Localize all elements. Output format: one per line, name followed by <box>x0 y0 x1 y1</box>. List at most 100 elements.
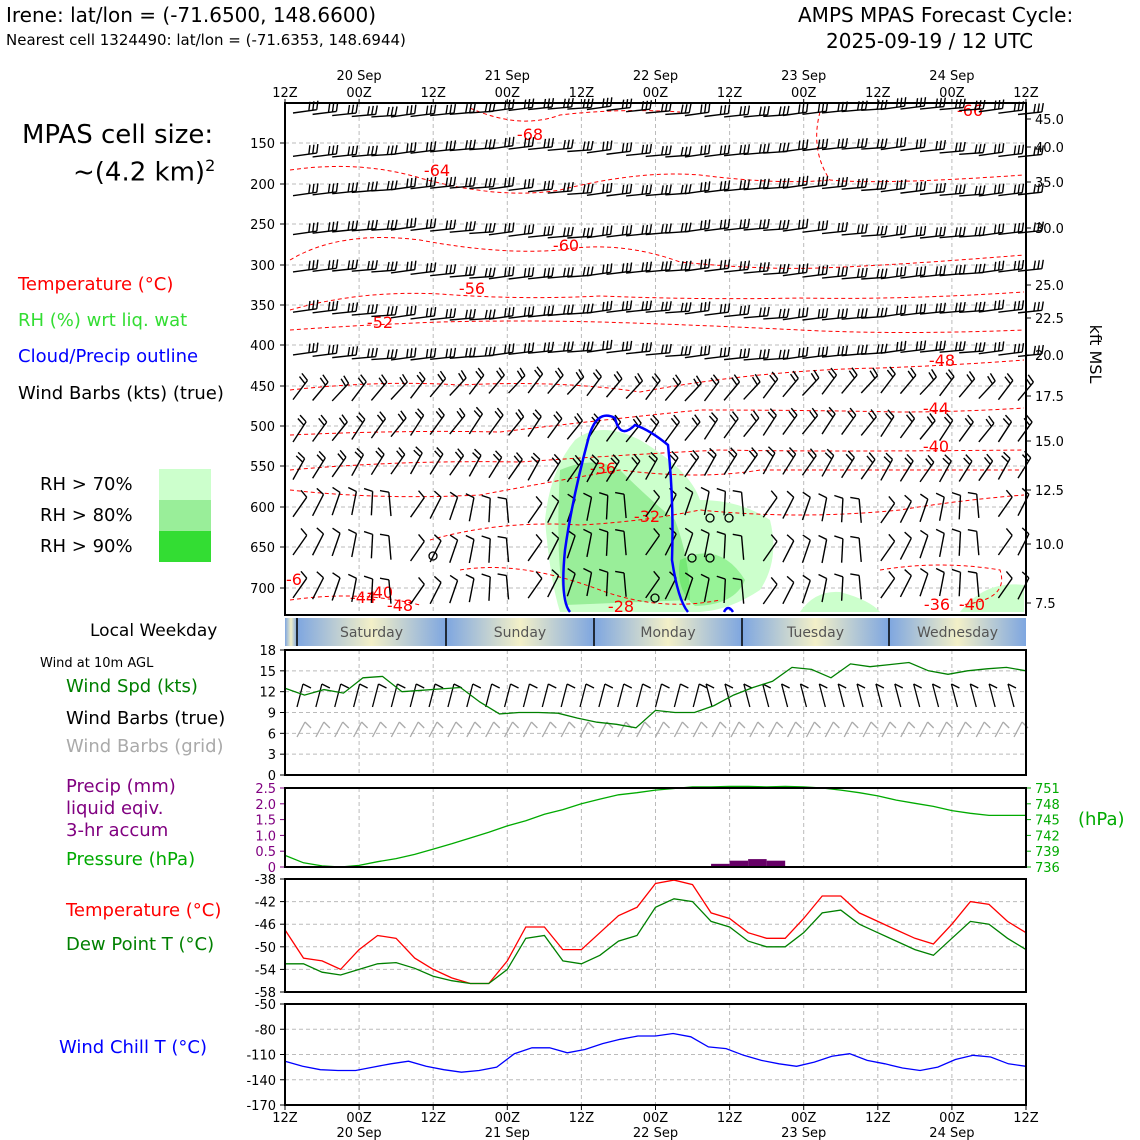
upper-wind-barb <box>840 498 844 523</box>
upper-wind-barb-feather <box>727 259 731 269</box>
upper-wind-barb-feather <box>864 344 868 354</box>
upper-wind-barb-feather <box>316 454 324 462</box>
upper-wind-barb <box>723 534 727 559</box>
upper-wind-barb-feather <box>435 410 443 419</box>
upper-wind-barb-feather <box>884 99 888 109</box>
upper-wind-barb-feather <box>939 265 943 275</box>
upper-wind-barb <box>762 414 777 436</box>
upper-wind-barb-feather <box>394 106 398 116</box>
upper-wind-barb-feather <box>429 177 433 187</box>
upper-wind-barb-feather <box>668 260 672 270</box>
upper-wind-barb-feather <box>512 266 515 276</box>
contour-line-lower2 <box>879 564 1002 606</box>
upper-wind-barb <box>488 538 491 563</box>
true-wind-barb <box>724 683 732 708</box>
upper-wind-barb-feather <box>788 447 797 455</box>
true-wind-barb-feather <box>705 683 715 689</box>
upper-wind-barb-feather <box>939 303 943 313</box>
upper-wind-barb-feather <box>488 346 492 356</box>
panel-y-tick-label: -80 <box>255 1023 276 1038</box>
pressure-tick-label: 150 <box>250 137 275 152</box>
upper-wind-barb-feather <box>719 304 723 314</box>
upper-wind-barb-feather <box>316 342 319 352</box>
upper-wind-barb-feather <box>848 370 856 379</box>
upper-wind-barb-feather <box>551 305 555 315</box>
upper-wind-barb-feather <box>1004 376 1011 385</box>
upper-wind-barb-feather <box>660 224 664 234</box>
true-wind-barb <box>743 683 751 708</box>
upper-wind-barb <box>821 539 828 564</box>
upper-wind-barb-feather <box>453 264 457 274</box>
upper-wind-barb-feather <box>943 302 946 312</box>
upper-wind-barb-feather <box>316 299 319 309</box>
upper-wind-barb-feather <box>805 218 809 228</box>
upper-wind-barb-feather <box>880 307 884 317</box>
precip-symbol <box>705 553 715 563</box>
upper-wind-barb-feather <box>612 454 620 462</box>
upper-wind-barb <box>664 494 677 517</box>
upper-wind-barb-feather <box>547 305 551 315</box>
upper-wind-barb-feather <box>645 261 649 272</box>
upper-wind-barb-feather <box>762 219 766 229</box>
upper-wind-barb-feather <box>650 418 658 426</box>
upper-wind-barb-feather <box>1001 223 1005 233</box>
upper-wind-barb-feather <box>625 262 629 272</box>
grid-wind-barb-feather <box>549 721 557 729</box>
legend-temperature: Temperature (°C) <box>18 274 174 295</box>
upper-wind-barb-feather <box>1001 341 1005 351</box>
grid-wind-barb <box>636 721 646 738</box>
upper-wind-barb-feather <box>751 447 758 455</box>
upper-wind-barb <box>858 498 862 523</box>
upper-wind-barb-feather <box>621 143 625 153</box>
upper-wind-barb-feather <box>629 300 633 310</box>
upper-wind-barb <box>841 275 866 280</box>
upper-wind-barb <box>919 498 929 523</box>
upper-wind-barb-feather <box>762 262 766 272</box>
upper-wind-barb-feather <box>818 493 827 499</box>
panel-frame <box>284 649 1027 776</box>
height-tick-label: 15.0 <box>1035 435 1064 450</box>
upper-wind-barb-feather <box>727 218 731 228</box>
grid-wind-barb-feather <box>719 721 727 729</box>
upper-wind-barb-feather <box>805 263 809 273</box>
upper-wind-barb-feather <box>492 309 496 319</box>
upper-wind-barb-feather <box>653 570 661 579</box>
upper-wind-barb-feather <box>958 264 962 275</box>
upper-wind-barb-feather <box>886 369 894 378</box>
upper-wind-barb-feather <box>1001 299 1005 309</box>
upper-wind-barb <box>880 502 896 524</box>
upper-wind-barb-feather <box>723 347 727 357</box>
true-wind-barb <box>485 683 493 708</box>
upper-wind-barb-feather <box>531 306 535 316</box>
upper-wind-barb-feather <box>997 223 1001 234</box>
upper-wind-barb <box>605 572 609 597</box>
upper-wind-barb-feather <box>508 137 511 147</box>
upper-wind-barb-feather <box>535 533 543 542</box>
upper-wind-barb-feather <box>709 447 717 456</box>
upper-wind-barb <box>858 575 862 600</box>
upper-wind-barb-feather <box>504 267 507 277</box>
upper-wind-barb-feather <box>801 263 805 274</box>
upper-wind-barb-feather <box>590 183 594 193</box>
bottom-hour-tick-label: 12Z <box>272 1111 298 1126</box>
upper-wind-barb <box>469 231 494 235</box>
upper-wind-barb-feather <box>1033 345 1037 355</box>
upper-wind-barb-feather <box>543 226 547 236</box>
upper-wind-barb-feather <box>845 266 849 276</box>
upper-wind-barb-feather <box>660 146 664 156</box>
grid-wind-barb-feather <box>436 721 444 729</box>
pressure-tick-label: 400 <box>250 339 275 354</box>
upper-wind-barb-feather <box>712 374 720 383</box>
upper-wind-barb-feather <box>515 452 523 460</box>
upper-wind-barb-feather <box>355 302 359 312</box>
upper-wind-barb-feather <box>680 184 684 194</box>
upper-wind-barb-feather <box>778 220 782 230</box>
upper-wind-barb-feather <box>495 450 503 458</box>
grid-wind-barb <box>560 721 570 738</box>
upper-wind-barb-feather <box>512 136 515 146</box>
upper-wind-barb-feather <box>1017 222 1021 233</box>
upper-wind-barb-feather <box>743 348 747 358</box>
upper-wind-barb-feather <box>747 348 751 358</box>
upper-wind-barb-feather <box>880 180 884 190</box>
panel-y-tick-label: -110 <box>246 1049 276 1064</box>
